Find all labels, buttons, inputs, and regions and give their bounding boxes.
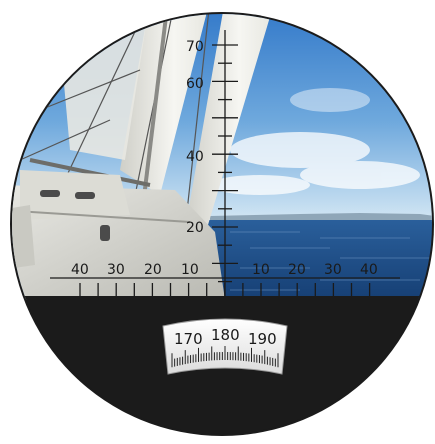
clouds <box>210 88 420 195</box>
compass-label-190: 190 <box>248 330 277 348</box>
vertical-label-20: 20 <box>186 220 204 236</box>
horizontal-scale-ticks <box>79 283 371 296</box>
lower-panel <box>12 296 432 434</box>
cabin-windows <box>40 190 110 241</box>
compass-dial: 170 180 190 <box>162 318 288 375</box>
compass-label-180: 180 <box>211 326 240 344</box>
horizontal-right-label-40: 40 <box>360 262 378 278</box>
vertical-label-60: 60 <box>186 76 204 92</box>
vertical-label-40: 40 <box>186 149 204 165</box>
horizontal-left-label-40: 40 <box>71 262 89 278</box>
horizontal-right-label-10: 10 <box>252 262 270 278</box>
boom <box>29 158 151 187</box>
distant-coast <box>210 213 432 222</box>
mainsail <box>120 14 210 195</box>
reticle <box>50 30 400 296</box>
horizontal-left-label-30: 30 <box>107 262 125 278</box>
horizontal-left-label-10: 10 <box>181 262 199 278</box>
sea-waves <box>230 231 430 291</box>
horizontal-right-label-20: 20 <box>288 262 306 278</box>
vertical-scale-ticks <box>212 44 238 283</box>
horizontal-left-label-20: 20 <box>144 262 162 278</box>
deck-rail <box>12 209 191 223</box>
fender <box>12 205 35 270</box>
vertical-label-70: 70 <box>186 39 204 55</box>
horizontal-right-label-30: 30 <box>324 262 342 278</box>
compass-label-170: 170 <box>174 330 203 348</box>
